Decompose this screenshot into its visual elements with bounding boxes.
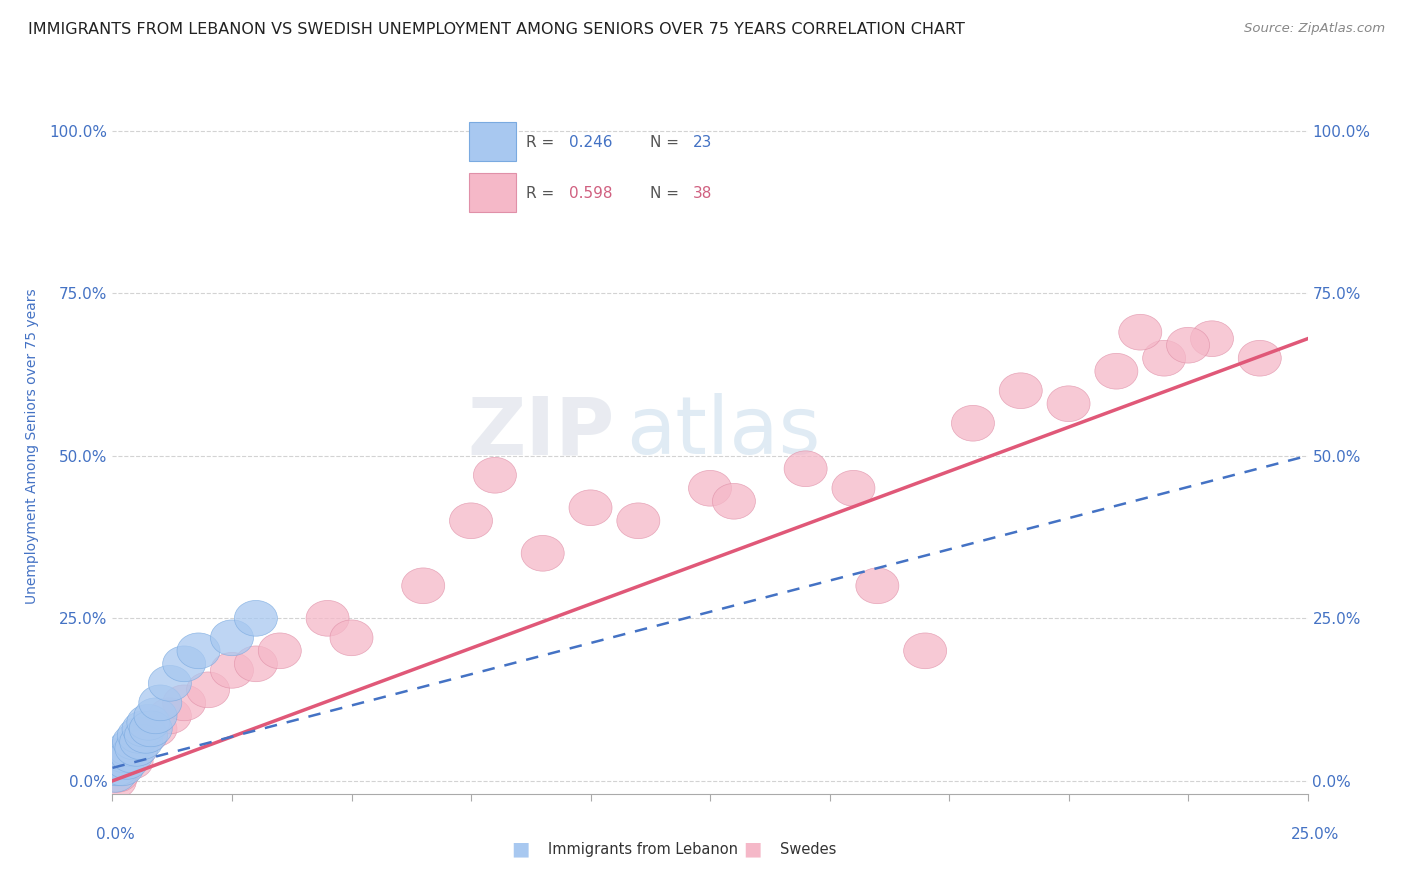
Text: ZIP: ZIP xyxy=(467,393,614,471)
Text: Immigrants from Lebanon: Immigrants from Lebanon xyxy=(548,842,738,856)
Ellipse shape xyxy=(149,665,191,701)
Ellipse shape xyxy=(402,568,444,604)
Ellipse shape xyxy=(1167,327,1209,363)
Text: Source: ZipAtlas.com: Source: ZipAtlas.com xyxy=(1244,22,1385,36)
Ellipse shape xyxy=(1143,341,1185,376)
Ellipse shape xyxy=(122,711,165,747)
Ellipse shape xyxy=(163,685,205,721)
Ellipse shape xyxy=(98,750,141,786)
Ellipse shape xyxy=(177,633,219,669)
Ellipse shape xyxy=(93,763,136,798)
Ellipse shape xyxy=(105,744,149,780)
Ellipse shape xyxy=(235,646,277,681)
Ellipse shape xyxy=(785,450,827,487)
Text: atlas: atlas xyxy=(626,393,821,471)
Ellipse shape xyxy=(235,600,277,636)
Y-axis label: Unemployment Among Seniors over 75 years: Unemployment Among Seniors over 75 years xyxy=(24,288,38,604)
Ellipse shape xyxy=(713,483,755,519)
Ellipse shape xyxy=(112,724,156,760)
Ellipse shape xyxy=(187,672,229,707)
Ellipse shape xyxy=(474,458,516,493)
Ellipse shape xyxy=(139,685,181,721)
Ellipse shape xyxy=(110,737,153,772)
Ellipse shape xyxy=(129,711,172,747)
Ellipse shape xyxy=(569,490,612,525)
Ellipse shape xyxy=(134,698,177,734)
Ellipse shape xyxy=(617,503,659,539)
Ellipse shape xyxy=(101,750,143,786)
Ellipse shape xyxy=(522,535,564,571)
Ellipse shape xyxy=(98,744,141,780)
Ellipse shape xyxy=(103,737,146,772)
Text: ■: ■ xyxy=(742,839,762,859)
Ellipse shape xyxy=(450,503,492,539)
Text: Swedes: Swedes xyxy=(780,842,837,856)
Ellipse shape xyxy=(1191,321,1233,357)
Ellipse shape xyxy=(115,731,157,766)
Ellipse shape xyxy=(125,717,167,753)
Ellipse shape xyxy=(211,620,253,656)
Ellipse shape xyxy=(1000,373,1042,409)
Ellipse shape xyxy=(105,737,149,772)
Ellipse shape xyxy=(259,633,301,669)
Ellipse shape xyxy=(134,711,177,747)
Ellipse shape xyxy=(163,646,205,681)
Ellipse shape xyxy=(1095,353,1137,389)
Ellipse shape xyxy=(1119,314,1161,350)
Ellipse shape xyxy=(115,731,157,766)
Ellipse shape xyxy=(96,750,139,786)
Ellipse shape xyxy=(101,744,143,780)
Ellipse shape xyxy=(904,633,946,669)
Ellipse shape xyxy=(211,652,253,689)
Text: IMMIGRANTS FROM LEBANON VS SWEDISH UNEMPLOYMENT AMONG SENIORS OVER 75 YEARS CORR: IMMIGRANTS FROM LEBANON VS SWEDISH UNEMP… xyxy=(28,22,965,37)
Ellipse shape xyxy=(832,470,875,506)
Ellipse shape xyxy=(125,717,167,753)
Ellipse shape xyxy=(1047,386,1090,422)
Ellipse shape xyxy=(689,470,731,506)
Ellipse shape xyxy=(110,744,153,780)
Ellipse shape xyxy=(856,568,898,604)
Ellipse shape xyxy=(120,724,163,760)
Ellipse shape xyxy=(330,620,373,656)
Ellipse shape xyxy=(93,756,136,792)
Ellipse shape xyxy=(108,731,150,766)
Text: ■: ■ xyxy=(510,839,530,859)
Text: 25.0%: 25.0% xyxy=(1291,827,1339,841)
Ellipse shape xyxy=(1239,341,1281,376)
Ellipse shape xyxy=(952,405,994,442)
Ellipse shape xyxy=(307,600,349,636)
Ellipse shape xyxy=(127,705,170,740)
Ellipse shape xyxy=(96,756,139,792)
Ellipse shape xyxy=(117,717,160,753)
Text: 0.0%: 0.0% xyxy=(96,827,135,841)
Ellipse shape xyxy=(149,698,191,734)
